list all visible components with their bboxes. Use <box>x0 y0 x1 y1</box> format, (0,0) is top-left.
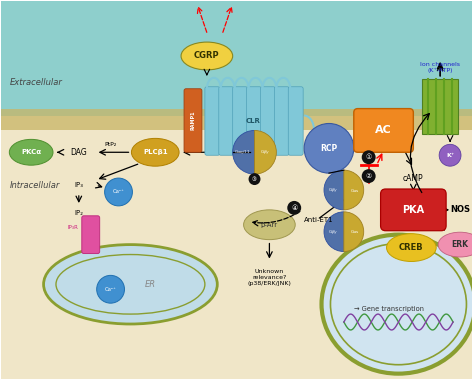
Text: → Gene transcription: → Gene transcription <box>354 306 424 312</box>
Text: ③: ③ <box>252 177 257 182</box>
Wedge shape <box>255 130 276 174</box>
Text: Anti-ET1: Anti-ET1 <box>304 217 334 223</box>
Bar <box>1 116 472 378</box>
Text: G$\alpha$q/11: G$\alpha$q/11 <box>234 148 251 156</box>
Text: CGRP: CGRP <box>194 51 219 60</box>
Circle shape <box>105 178 132 206</box>
Text: ④: ④ <box>291 205 297 211</box>
Text: G$\beta\gamma$: G$\beta\gamma$ <box>260 148 271 156</box>
Text: Extracellular: Extracellular <box>9 78 62 87</box>
Wedge shape <box>233 130 255 174</box>
Circle shape <box>287 201 301 215</box>
FancyBboxPatch shape <box>354 109 413 152</box>
FancyBboxPatch shape <box>205 87 220 155</box>
Text: G$\beta\gamma$: G$\beta\gamma$ <box>328 186 338 194</box>
FancyBboxPatch shape <box>82 216 100 253</box>
Ellipse shape <box>330 244 466 365</box>
Text: Ion channels
(K⁺-ATP): Ion channels (K⁺-ATP) <box>420 62 460 73</box>
Text: IP₃: IP₃ <box>74 182 83 188</box>
Text: G$\beta\gamma$: G$\beta\gamma$ <box>328 228 338 236</box>
Wedge shape <box>324 212 344 252</box>
Text: DAG: DAG <box>71 148 87 157</box>
Ellipse shape <box>386 234 436 261</box>
Wedge shape <box>344 170 364 210</box>
Text: RAMP1: RAMP1 <box>191 111 195 130</box>
Circle shape <box>97 276 125 303</box>
Text: IP₂: IP₂ <box>74 210 83 216</box>
Text: PKA: PKA <box>402 205 424 215</box>
Circle shape <box>362 150 375 164</box>
Ellipse shape <box>181 42 233 70</box>
Circle shape <box>304 124 354 173</box>
FancyBboxPatch shape <box>233 87 247 155</box>
Text: CREB: CREB <box>399 243 424 252</box>
Text: ER: ER <box>145 280 156 289</box>
Wedge shape <box>324 170 344 210</box>
Text: K⁺: K⁺ <box>446 153 454 158</box>
Text: ②: ② <box>365 173 372 179</box>
Text: AC: AC <box>375 125 392 135</box>
FancyBboxPatch shape <box>261 87 275 155</box>
Text: PLCβ1: PLCβ1 <box>143 149 168 155</box>
Text: ERK: ERK <box>452 240 468 249</box>
Circle shape <box>439 144 461 166</box>
Ellipse shape <box>321 235 474 374</box>
Ellipse shape <box>438 232 474 257</box>
Text: PKCα: PKCα <box>21 149 41 155</box>
Text: Unknown
relevance?
(p38/ERK/JNK): Unknown relevance? (p38/ERK/JNK) <box>247 269 292 286</box>
Text: Ca²⁺: Ca²⁺ <box>113 190 124 195</box>
Ellipse shape <box>131 138 179 166</box>
FancyBboxPatch shape <box>381 189 446 231</box>
Text: PtP₂: PtP₂ <box>104 142 117 147</box>
Text: IP₃R: IP₃R <box>67 225 78 230</box>
Text: NOS: NOS <box>450 205 470 214</box>
Text: Intracellular: Intracellular <box>9 180 60 190</box>
FancyBboxPatch shape <box>219 87 234 155</box>
Text: RCP: RCP <box>320 144 337 153</box>
Ellipse shape <box>44 245 217 324</box>
FancyBboxPatch shape <box>288 87 303 155</box>
Text: G$\alpha$s: G$\alpha$s <box>350 228 360 235</box>
Ellipse shape <box>56 255 205 314</box>
Text: cAMP: cAMP <box>403 174 424 182</box>
Text: G$\alpha$s: G$\alpha$s <box>350 187 360 193</box>
Text: CLR: CLR <box>246 117 261 124</box>
Bar <box>1 2 472 116</box>
Ellipse shape <box>244 210 295 240</box>
FancyBboxPatch shape <box>246 87 262 155</box>
Bar <box>1 109 472 130</box>
Circle shape <box>248 173 261 185</box>
Wedge shape <box>344 212 364 252</box>
Circle shape <box>362 169 375 183</box>
FancyBboxPatch shape <box>184 89 202 152</box>
Text: β-Arr: β-Arr <box>261 222 278 228</box>
Text: Ca²⁺: Ca²⁺ <box>105 287 117 292</box>
Ellipse shape <box>9 139 53 165</box>
Bar <box>422 79 458 135</box>
Text: ①: ① <box>365 154 372 160</box>
FancyBboxPatch shape <box>274 87 289 155</box>
